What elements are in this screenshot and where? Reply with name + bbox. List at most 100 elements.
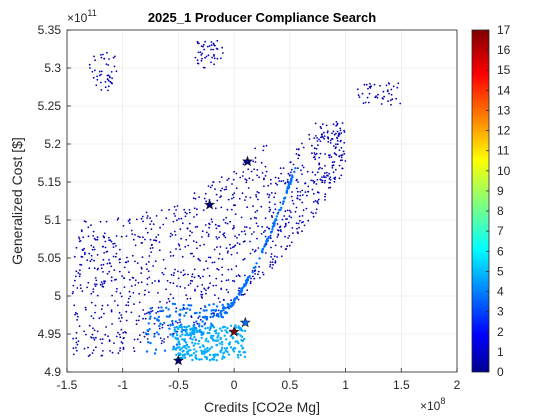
data-point xyxy=(296,178,298,181)
data-point xyxy=(107,64,110,66)
data-point xyxy=(201,230,204,233)
data-point xyxy=(140,268,143,270)
data-point xyxy=(386,89,389,91)
data-point xyxy=(332,130,335,133)
data-point xyxy=(130,285,133,287)
data-point xyxy=(119,248,121,251)
data-point xyxy=(242,258,245,261)
data-point xyxy=(329,142,332,144)
data-point xyxy=(185,212,188,215)
x-axis-label: Credits [CO2e Mg] xyxy=(204,399,320,415)
data-point xyxy=(111,82,113,85)
data-point xyxy=(112,246,115,249)
x-tick-label: 0.5 xyxy=(282,378,299,392)
data-point xyxy=(108,270,111,273)
data-point xyxy=(254,161,257,163)
data-point xyxy=(157,333,160,336)
highlighted-star-point xyxy=(241,155,254,167)
data-point xyxy=(211,221,214,223)
data-point xyxy=(153,335,156,338)
data-point xyxy=(223,188,226,191)
data-point xyxy=(232,279,234,282)
data-point xyxy=(169,293,172,296)
data-point xyxy=(396,86,399,89)
data-point xyxy=(243,351,247,354)
data-point xyxy=(148,312,151,315)
data-point xyxy=(340,156,343,159)
data-point xyxy=(329,139,332,142)
data-point xyxy=(243,329,247,333)
data-point xyxy=(173,212,176,215)
data-point xyxy=(196,225,199,228)
data-point xyxy=(187,349,190,352)
data-point xyxy=(91,333,94,336)
data-point xyxy=(194,56,197,59)
data-point xyxy=(225,288,228,291)
data-point xyxy=(158,280,160,283)
data-point xyxy=(200,351,204,355)
data-point xyxy=(217,332,220,335)
data-point xyxy=(235,265,238,268)
data-point xyxy=(73,255,76,258)
data-point xyxy=(149,217,152,220)
data-point xyxy=(224,221,227,224)
data-point xyxy=(229,346,233,349)
data-point xyxy=(204,327,207,330)
data-point xyxy=(196,247,198,250)
data-point xyxy=(127,301,130,304)
data-point xyxy=(343,152,346,155)
data-point xyxy=(271,228,274,231)
data-point xyxy=(171,319,174,323)
data-point xyxy=(214,223,217,226)
data-point xyxy=(304,182,306,185)
data-point xyxy=(287,221,290,224)
data-point xyxy=(180,217,183,220)
data-point xyxy=(238,197,241,200)
data-point xyxy=(181,255,184,258)
data-point xyxy=(258,265,261,268)
data-point xyxy=(200,358,203,361)
data-point xyxy=(270,253,273,255)
data-point xyxy=(341,122,344,124)
data-point xyxy=(329,186,332,189)
data-point xyxy=(322,123,324,126)
data-point xyxy=(291,191,293,193)
data-point xyxy=(263,178,265,181)
data-point xyxy=(199,318,202,321)
data-point xyxy=(234,244,237,247)
data-point xyxy=(107,79,110,82)
data-point xyxy=(205,318,208,321)
data-point xyxy=(329,176,332,179)
x-tick-label: 1.5 xyxy=(393,378,410,392)
data-point xyxy=(201,284,204,286)
data-point xyxy=(242,293,245,296)
data-point xyxy=(274,244,277,247)
data-point xyxy=(233,280,236,283)
data-point xyxy=(162,223,165,226)
data-point xyxy=(212,42,215,45)
data-point xyxy=(87,281,90,284)
data-point xyxy=(93,267,96,270)
data-point xyxy=(223,334,226,337)
data-point xyxy=(186,298,189,300)
data-point xyxy=(215,305,219,308)
data-point xyxy=(205,309,208,312)
data-point xyxy=(92,290,95,293)
data-point xyxy=(321,176,323,179)
data-point xyxy=(253,216,256,219)
data-point xyxy=(171,334,175,337)
data-point xyxy=(230,268,233,271)
data-point xyxy=(325,124,328,127)
data-point xyxy=(262,231,265,234)
data-point xyxy=(314,174,317,176)
data-point xyxy=(158,327,161,330)
data-point xyxy=(226,252,229,254)
data-point xyxy=(150,251,153,254)
data-point xyxy=(301,142,303,145)
data-point xyxy=(253,231,255,233)
data-point xyxy=(382,90,385,93)
data-point xyxy=(149,247,152,250)
data-point xyxy=(92,288,95,290)
data-point xyxy=(370,85,372,88)
data-point xyxy=(200,336,203,339)
